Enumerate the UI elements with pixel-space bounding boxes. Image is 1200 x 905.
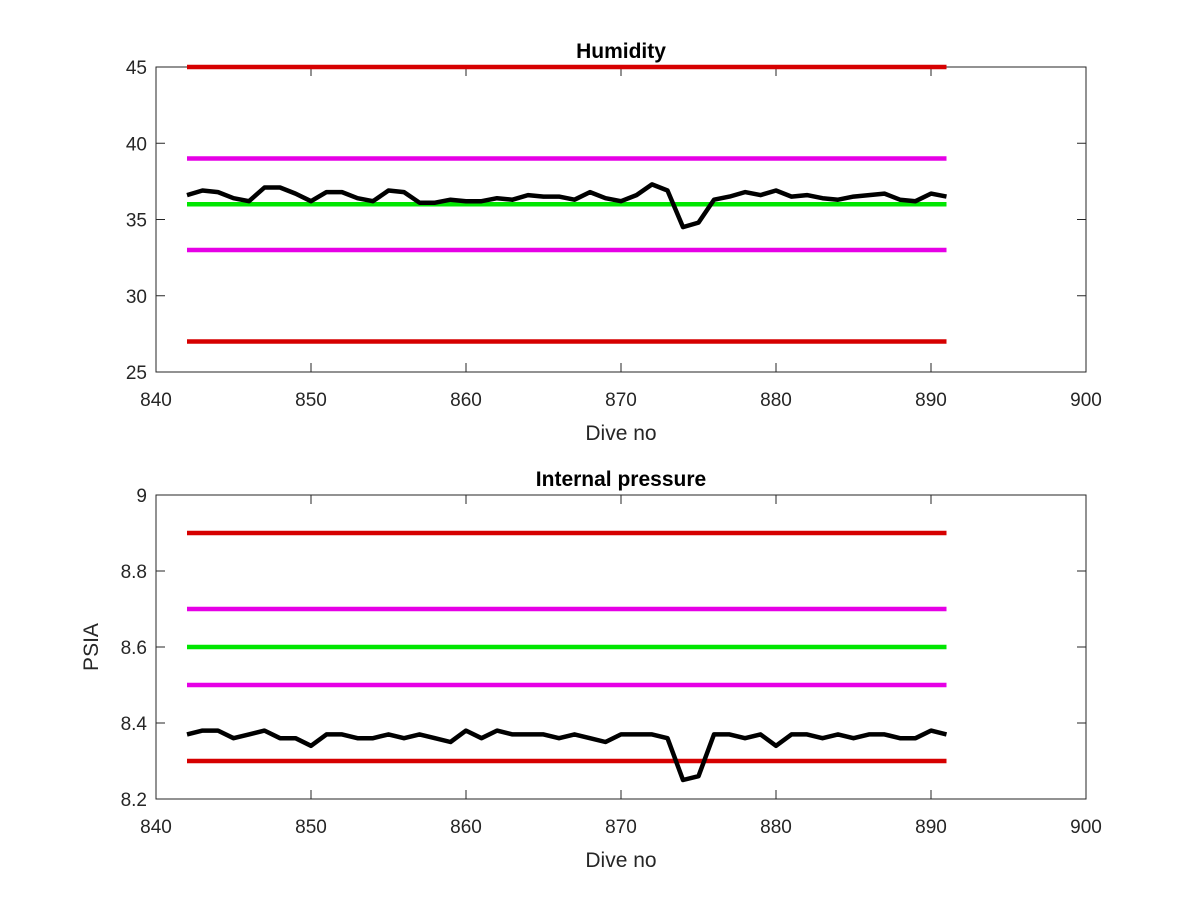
chart2-x-tick-label: 860	[450, 817, 482, 838]
chart2-y-tick-label: 8.8	[121, 562, 147, 583]
chart2-title: Internal pressure	[536, 468, 706, 491]
chart2-y-tick-label: 8.4	[121, 714, 148, 735]
chart1-y-tick-label: 45	[126, 58, 147, 79]
chart2-panel: 840 850 860 870 880 890 900 8.2 8.4 8.6 8.8 9 Intern…	[80, 468, 1102, 872]
chart1-y-tick-label: 35	[126, 211, 147, 232]
chart1-y-tick-label: 30	[126, 287, 147, 308]
chart1-x-tick-label: 860	[450, 390, 482, 411]
chart2-y-tick-label: 9	[136, 486, 147, 507]
chart2-x-tick-label: 850	[295, 817, 327, 838]
chart1-x-tick-label: 840	[140, 390, 172, 411]
chart1-y-tick-label: 40	[126, 134, 147, 155]
chart1-x-tick-label: 890	[915, 390, 947, 411]
chart2-x-tick-label: 880	[760, 817, 792, 838]
chart2-y-tick-label: 8.6	[121, 638, 147, 659]
chart1-panel: 840 850 860 870 880 890 900 25 30 35 40 45 Humidity D…	[126, 40, 1102, 445]
chart2-x-tick-label: 840	[140, 817, 172, 838]
chart1-y-tick-label: 25	[126, 363, 147, 384]
chart2-x-tick-label: 890	[915, 817, 947, 838]
chart1-x-tick-label: 850	[295, 390, 327, 411]
chart1-x-tick-label: 900	[1070, 390, 1102, 411]
chart2-x-tick-label: 900	[1070, 817, 1102, 838]
chart2-x-tick-label: 870	[605, 817, 637, 838]
chart1-x-tick-label: 880	[760, 390, 792, 411]
chart1-x-axis-label: Dive no	[585, 422, 656, 445]
chart2-y-axis-label: PSIA	[80, 623, 103, 671]
chart1-title: Humidity	[576, 40, 666, 63]
chart2-y-tick-label: 8.2	[121, 790, 147, 811]
chart2-series-line-6	[187, 731, 947, 780]
chart2-x-axis-label: Dive no	[585, 849, 656, 872]
chart1-x-tick-label: 870	[605, 390, 637, 411]
chart1-axes-box	[156, 67, 1086, 372]
